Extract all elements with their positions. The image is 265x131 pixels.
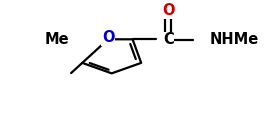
Text: O: O — [102, 31, 114, 45]
Text: Me: Me — [44, 32, 69, 47]
Text: O: O — [162, 3, 174, 18]
Text: C: C — [163, 32, 174, 47]
Text: NHMe: NHMe — [210, 32, 259, 47]
